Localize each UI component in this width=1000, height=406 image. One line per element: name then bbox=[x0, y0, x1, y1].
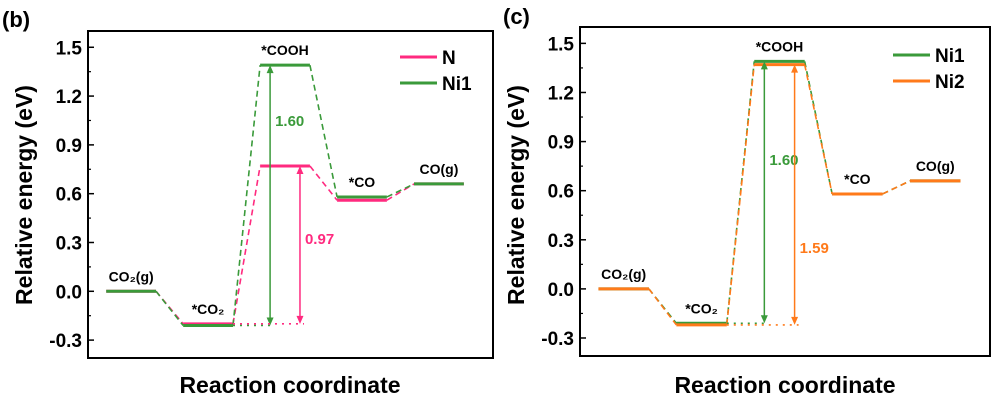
state-label: *COOH bbox=[756, 38, 803, 54]
y-tick-label: 1.5 bbox=[548, 34, 575, 55]
connector-Ni1 bbox=[386, 183, 415, 198]
state-label: *COOH bbox=[261, 42, 308, 58]
y-tick-label: 0.3 bbox=[548, 231, 574, 252]
barrier-value-label: 1.59 bbox=[800, 240, 829, 257]
y-tick-label: 1.2 bbox=[548, 83, 574, 104]
state-label: *CO₂ bbox=[192, 301, 225, 317]
y-tick-label: 0.6 bbox=[56, 185, 82, 206]
plot-frame bbox=[87, 30, 494, 359]
state-label: *CO₂ bbox=[685, 300, 718, 316]
connector-Ni1 bbox=[803, 61, 833, 195]
arrow-head-up bbox=[296, 166, 304, 175]
connector-Ni1 bbox=[232, 65, 261, 326]
arrow-head-up bbox=[760, 61, 768, 70]
arrow-head-down bbox=[791, 316, 799, 325]
legend-label: Ni2 bbox=[935, 72, 965, 93]
connector-N bbox=[309, 165, 338, 201]
y-tick-label: 0.6 bbox=[548, 182, 574, 203]
y-tick-label: 1.2 bbox=[56, 87, 82, 108]
y-axis-label: Relative energy (eV) bbox=[503, 85, 529, 305]
legend-label: N bbox=[442, 48, 456, 69]
y-tick-label: 0.9 bbox=[56, 136, 82, 157]
plot-frame bbox=[579, 26, 991, 357]
y-tick-label: -0.3 bbox=[541, 329, 574, 350]
y-tick-label: 0.0 bbox=[56, 282, 82, 303]
connector-Ni1 bbox=[309, 65, 338, 198]
arrow-head-up bbox=[791, 64, 799, 73]
connector-N bbox=[232, 165, 261, 324]
arrow-head-down bbox=[296, 315, 304, 324]
y-tick-label: 1.5 bbox=[56, 38, 83, 59]
state-label: *CO bbox=[349, 174, 376, 190]
state-label: CO₂(g) bbox=[109, 268, 154, 284]
state-label: CO₂(g) bbox=[601, 266, 646, 282]
connector-Ni2 bbox=[803, 64, 833, 195]
barrier-value-label: 0.97 bbox=[305, 231, 334, 248]
y-tick-label: 0.9 bbox=[548, 133, 574, 154]
panel-b: (b) Reaction coordinate Relative energy … bbox=[2, 7, 494, 398]
y-tick-label: 0.0 bbox=[548, 280, 574, 301]
legend-label: Ni1 bbox=[935, 46, 965, 67]
state-label: CO(g) bbox=[916, 158, 955, 174]
panel-c: (c) Reaction coordinate Relative energy … bbox=[503, 4, 991, 398]
barrier-value-label: 1.60 bbox=[275, 113, 304, 130]
x-axis-label: Reaction coordinate bbox=[674, 372, 895, 398]
arrow-head-down bbox=[266, 317, 274, 326]
connector-Ni1 bbox=[155, 290, 184, 326]
barrier-value-label: 1.60 bbox=[769, 152, 798, 169]
y-axis-label: Relative energy (eV) bbox=[11, 85, 37, 305]
state-label: CO(g) bbox=[419, 161, 458, 177]
x-axis-label: Reaction coordinate bbox=[179, 372, 400, 398]
panel-label: (b) bbox=[2, 7, 30, 32]
y-tick-label: -0.3 bbox=[49, 331, 82, 352]
connector-N bbox=[386, 183, 415, 201]
connector-Ni2 bbox=[648, 288, 677, 326]
legend-label: Ni1 bbox=[442, 74, 472, 95]
arrow-head-down bbox=[760, 315, 768, 324]
y-tick-label: 0.3 bbox=[56, 233, 82, 254]
connector-Ni2 bbox=[882, 180, 911, 195]
arrow-head-up bbox=[266, 65, 274, 74]
panel-label: (c) bbox=[503, 4, 530, 29]
state-label: *CO bbox=[844, 171, 871, 187]
connector-Ni2 bbox=[725, 64, 756, 325]
